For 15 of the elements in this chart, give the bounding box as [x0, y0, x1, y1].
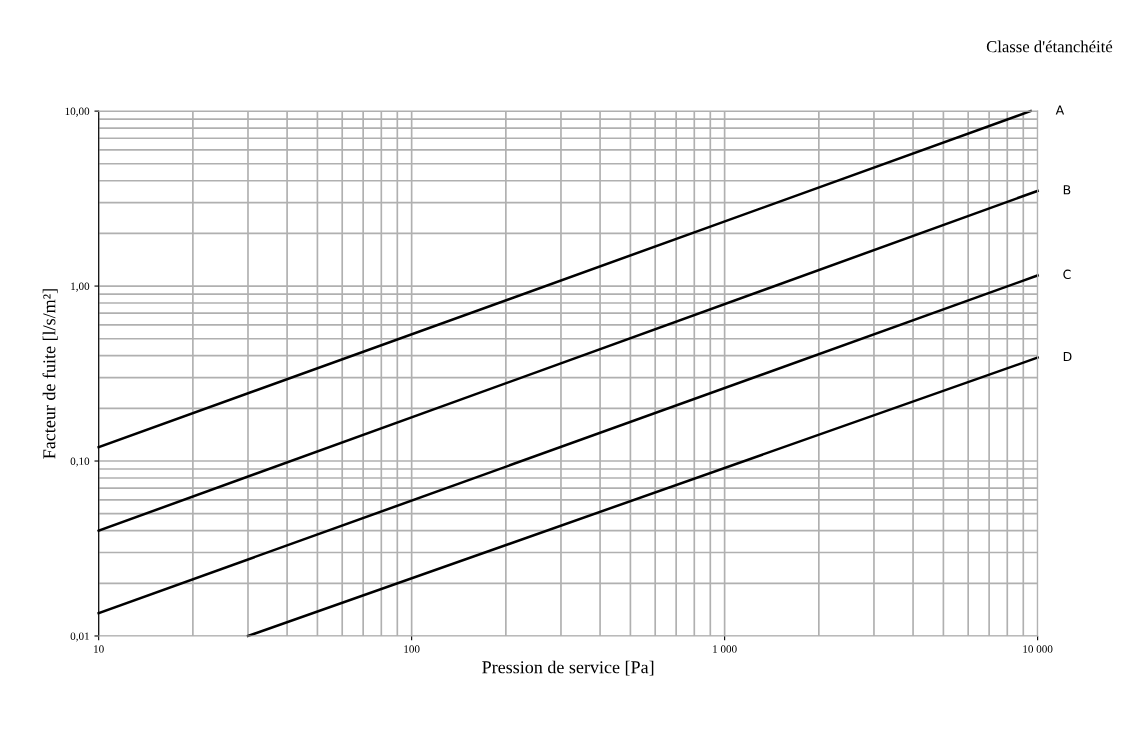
text: C	[1063, 269, 1071, 280]
x-tick-label: 1 000	[713, 645, 737, 653]
text: D	[1063, 351, 1072, 362]
x-axis-title: Pression de service [Pa]	[482, 660, 654, 676]
x-tick-label: 10 000	[1023, 645, 1053, 653]
y-tick-label: 1,00	[71, 282, 90, 292]
x-tick-label: 100	[404, 645, 420, 653]
y-tick-label: 0,10	[70, 457, 90, 467]
x-tick-label: 10	[94, 645, 104, 653]
legend-title: Classe d'étanchéité	[986, 40, 1113, 53]
y-tick-label: 10,00	[65, 107, 90, 117]
y-tick-label: 0,01	[70, 632, 89, 642]
text: B	[1063, 185, 1071, 195]
text: A	[1055, 105, 1065, 115]
y-axis-title: Facteur de fuite [l/s/m²]	[42, 289, 58, 459]
